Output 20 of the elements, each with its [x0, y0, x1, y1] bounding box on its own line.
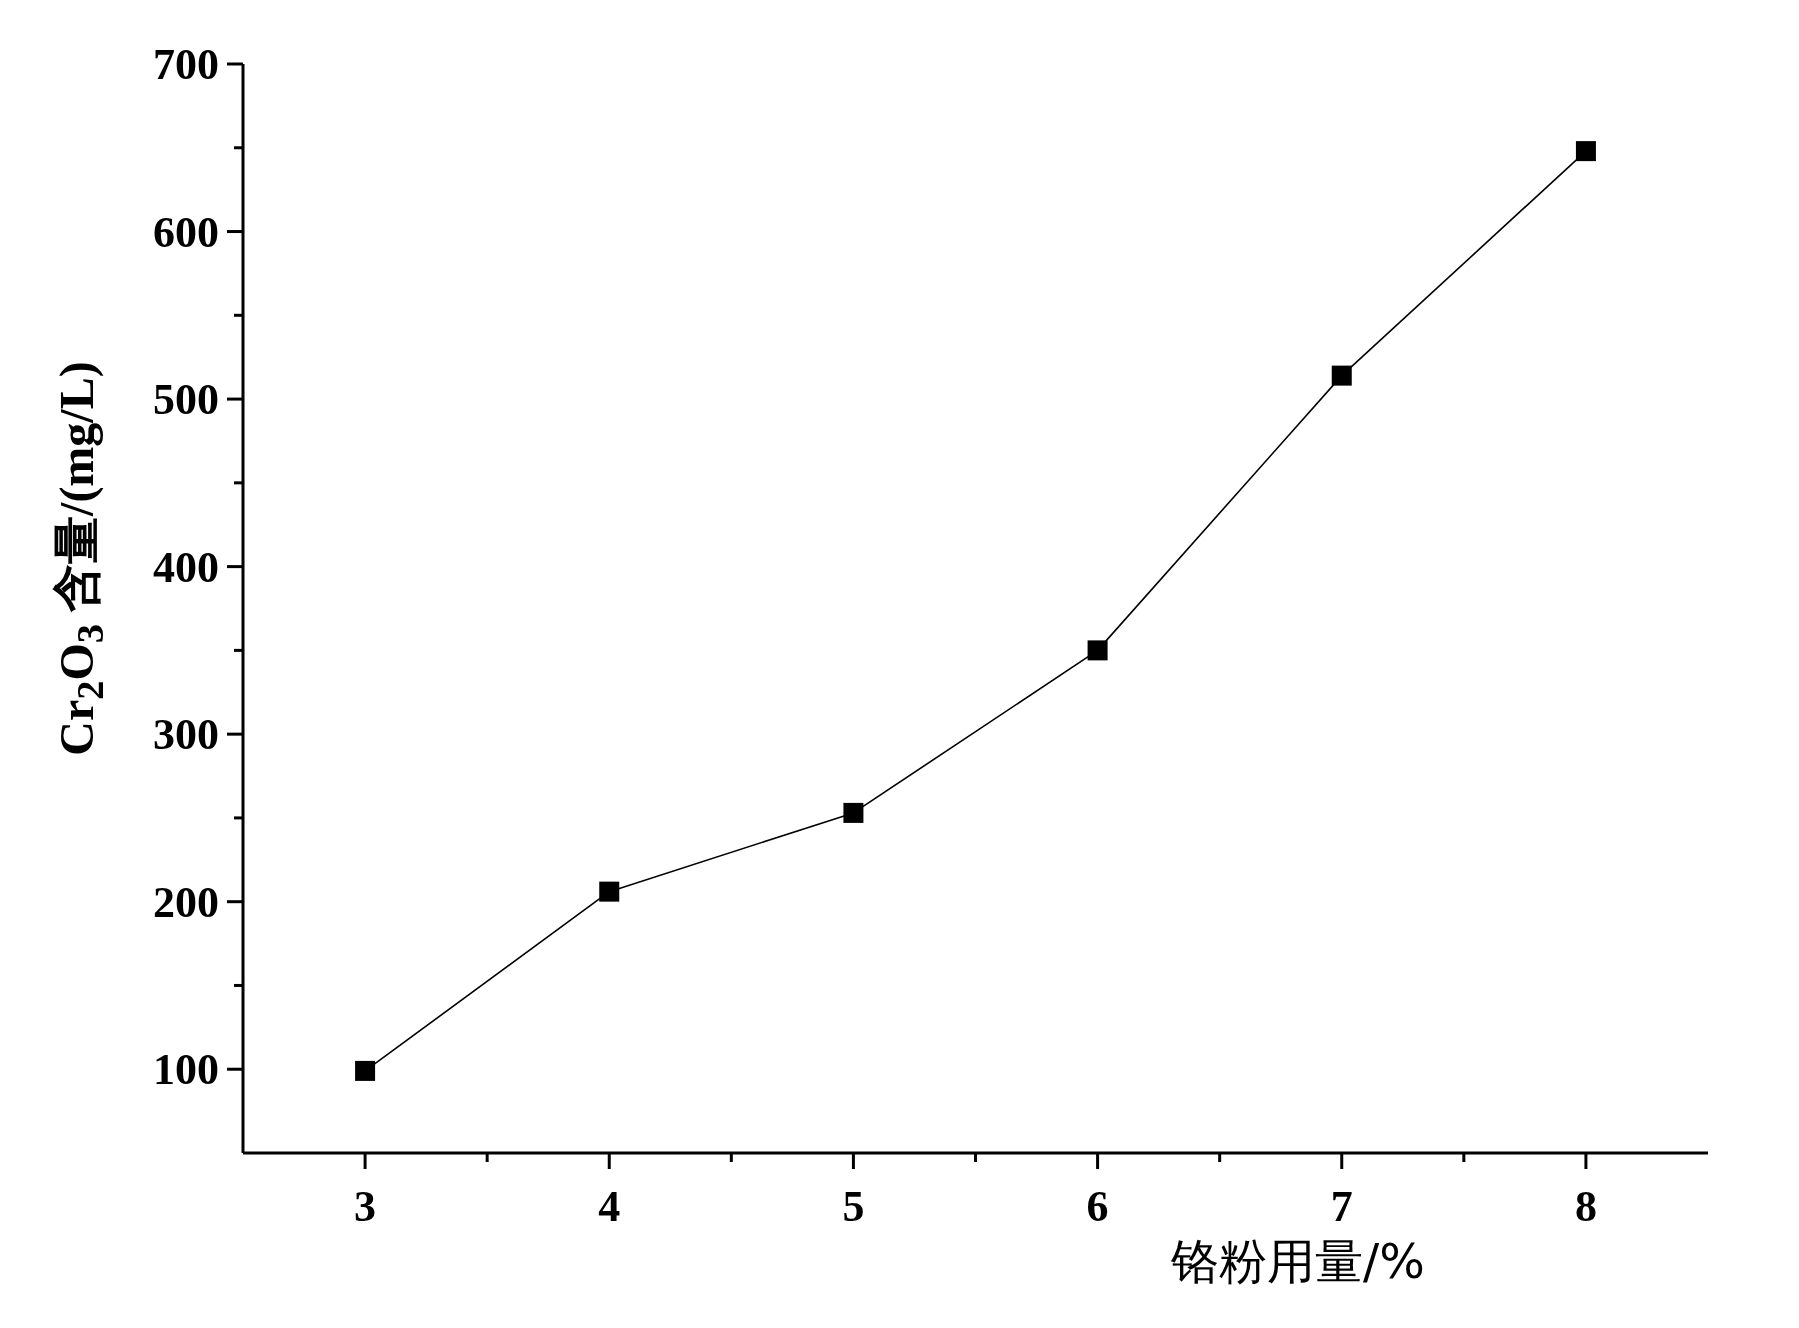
point: [1087, 640, 1108, 661]
point: [599, 881, 620, 902]
y-tick-label: 500: [153, 375, 219, 425]
point: [355, 1060, 376, 1081]
x-tick-label: 3: [354, 1182, 377, 1231]
y-tick-label: 700: [153, 40, 219, 89]
y-tick-label: 300: [153, 710, 219, 760]
y-tick-label: 200: [153, 877, 219, 927]
x-tick-label: 4: [598, 1182, 621, 1231]
y-tick-label: 600: [153, 207, 219, 257]
x-tick-label: 6: [1086, 1182, 1109, 1231]
x-axis-title: 铬粉用量/%: [1170, 1233, 1425, 1289]
y-tick-label: 100: [153, 1045, 219, 1095]
point: [1575, 141, 1596, 162]
x-tick-label: 7: [1330, 1182, 1353, 1231]
x-tick-label: 5: [842, 1182, 865, 1231]
x-tick-label: 8: [1574, 1182, 1597, 1231]
y-tick-label: 400: [153, 542, 219, 592]
point: [1331, 365, 1352, 386]
point: [843, 802, 864, 823]
